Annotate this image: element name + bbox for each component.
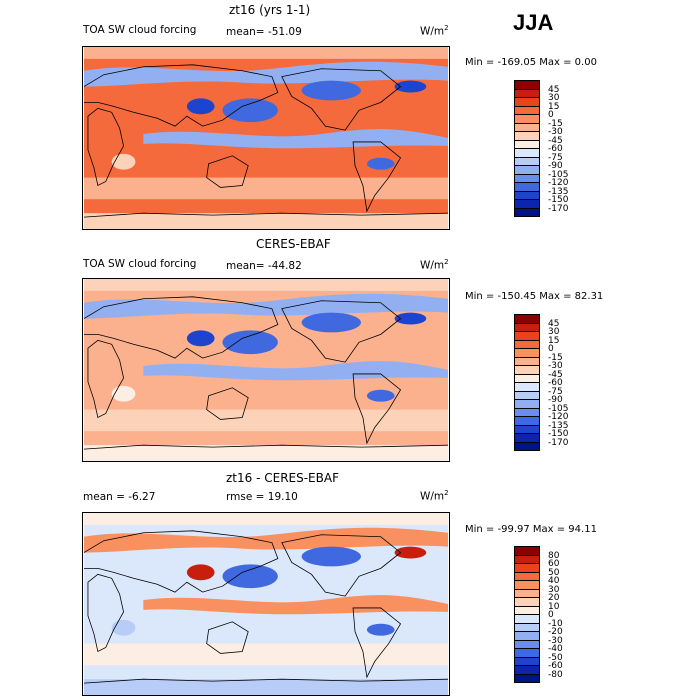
colorbar-tick-label: -50 [548,652,563,663]
colorbar-tick-label: -90 [548,161,563,171]
colorbar-tick-label: -10 [548,618,563,629]
colorbar-tick-label: 15 [548,101,560,112]
colorbar-tick-label: 45 [548,84,560,95]
panel-2-map [82,278,450,462]
colorbar-tick-label: 20 [548,593,560,603]
panel-1-stat: mean= -51.09 [226,26,302,38]
colorbar-tick-label: 60 [548,559,560,569]
panel-1-map [82,46,450,230]
colorbar-tick-label: -120 [548,412,569,422]
colorbar-tick-label: -105 [548,403,569,414]
colorbar-tick-label: -150 [548,429,569,439]
panel-3-left-label: mean = -6.27 [83,491,156,503]
panel-1-units: W/m2 [420,24,449,38]
colorbar-tick-label: -135 [548,420,569,431]
colorbar-tick-label: 0 [548,344,554,354]
colorbar-tick-label: -105 [548,169,569,180]
colorbar-tick-label: -80 [548,669,563,680]
colorbar-tick-label: 0 [548,110,554,120]
colorbar-tick-label: 0 [548,610,554,620]
colorbar-tick-label: -170 [548,437,569,448]
panel-3-map [82,512,450,696]
season-label: JJA [513,10,554,35]
colorbar-tick-label: -30 [548,361,563,371]
panel-1-minmax: Min = -169.05 Max = 0.00 [465,57,597,68]
colorbar-tick-label: 30 [548,584,560,595]
panel-3-units: W/m2 [420,489,449,503]
colorbar-tick-label: -45 [548,369,563,380]
colorbar-swatch [514,673,540,683]
panel-1-left-label: TOA SW cloud forcing [83,24,197,36]
colorbar-tick-label: -90 [548,395,563,405]
colorbar-tick-label: 30 [548,327,560,337]
colorbar-tick-label: 10 [548,601,560,612]
colorbar-tick-label: -15 [548,118,563,129]
colorbar-tick-label: -30 [548,127,563,137]
colorbar-tick-label: 50 [548,567,560,578]
colorbar-tick-label: -60 [548,661,563,671]
colorbar-tick-label: 45 [548,318,560,329]
panel-1-title: zt16 (yrs 1-1) [229,3,311,17]
colorbar-swatch [514,207,540,217]
colorbar-tick-label: -20 [548,627,563,637]
colorbar-tick-label: -45 [548,135,563,146]
panel-2-minmax: Min = -150.45 Max = 82.31 [465,291,604,302]
colorbar-tick-label: -150 [548,195,569,205]
panel-3-minmax: Min = -99.97 Max = 94.11 [465,524,597,535]
colorbar-tick-label: -170 [548,203,569,214]
panel-2-units: W/m2 [420,258,449,272]
colorbar-tick-label: -60 [548,144,563,154]
panel-2-stat: mean= -44.82 [226,260,302,272]
colorbar-tick-label: 80 [548,550,560,561]
colorbar-tick-label: 30 [548,93,560,103]
colorbar-tick-label: -60 [548,378,563,388]
panel-3-title: zt16 - CERES-EBAF [226,471,339,485]
colorbar-tick-label: -75 [548,386,563,397]
colorbar-tick-label: 15 [548,335,560,346]
panel-2-left-label: TOA SW cloud forcing [83,258,197,270]
panel-2-title: CERES-EBAF [256,237,331,251]
colorbar-swatch [514,441,540,451]
colorbar-tick-label: -40 [548,644,563,654]
colorbar-tick-label: 40 [548,576,560,586]
colorbar-tick-label: -135 [548,186,569,197]
colorbar-tick-label: -30 [548,635,563,646]
panel-3-stat: rmse = 19.10 [226,491,298,503]
colorbar-tick-label: -120 [548,178,569,188]
colorbar-tick-label: -75 [548,152,563,163]
colorbar-tick-label: -15 [548,352,563,363]
